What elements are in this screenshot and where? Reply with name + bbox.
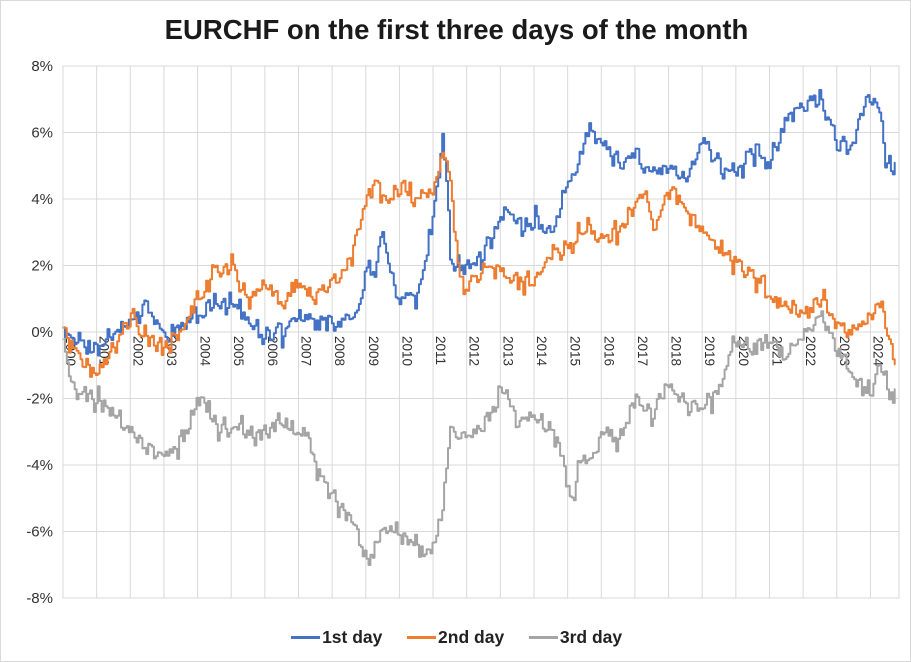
svg-text:2004: 2004 xyxy=(198,336,213,367)
svg-text:-4%: -4% xyxy=(26,457,53,474)
svg-text:2018: 2018 xyxy=(669,336,684,366)
svg-text:2011: 2011 xyxy=(433,336,448,365)
svg-text:2010: 2010 xyxy=(399,336,414,366)
svg-text:-6%: -6% xyxy=(26,524,53,541)
svg-text:2008: 2008 xyxy=(332,336,347,366)
svg-text:2015: 2015 xyxy=(568,336,583,366)
svg-text:6%: 6% xyxy=(31,125,53,142)
svg-text:2017: 2017 xyxy=(635,336,650,366)
svg-text:2005: 2005 xyxy=(231,336,246,366)
svg-text:2019: 2019 xyxy=(702,336,717,366)
svg-text:4%: 4% xyxy=(31,191,53,208)
svg-text:-2%: -2% xyxy=(26,391,53,408)
svg-text:2024: 2024 xyxy=(870,336,885,367)
svg-text:0%: 0% xyxy=(31,324,53,341)
svg-text:2009: 2009 xyxy=(366,336,381,366)
svg-text:2014: 2014 xyxy=(534,336,549,367)
svg-text:2016: 2016 xyxy=(601,336,616,366)
svg-text:2002: 2002 xyxy=(130,336,145,366)
svg-text:8%: 8% xyxy=(31,58,53,75)
svg-text:2012: 2012 xyxy=(467,336,482,366)
svg-text:2013: 2013 xyxy=(500,336,515,366)
svg-text:2007: 2007 xyxy=(298,336,313,366)
svg-text:2%: 2% xyxy=(31,258,53,275)
svg-text:-8%: -8% xyxy=(26,590,53,607)
svg-text:2022: 2022 xyxy=(803,336,818,366)
